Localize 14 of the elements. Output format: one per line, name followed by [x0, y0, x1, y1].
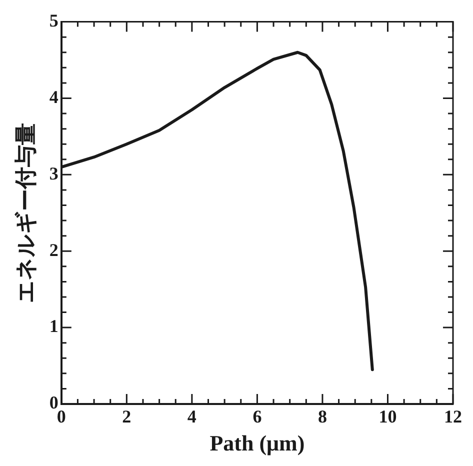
- y-axis-title: エネルギー付与量: [12, 122, 38, 303]
- y-tick-label: 3: [49, 163, 58, 184]
- y-tick-label: 2: [49, 240, 58, 260]
- x-tick-label: 6: [252, 406, 262, 426]
- x-tick-label: 12: [444, 406, 462, 426]
- y-tick-label: 5: [49, 10, 58, 30]
- y-tick-label: 1: [49, 316, 58, 336]
- y-tick-label: 0: [49, 392, 58, 413]
- x-axis-title: Path (μm): [210, 430, 305, 456]
- x-tick-label: 2: [122, 406, 132, 426]
- x-tick-label: 10: [378, 406, 397, 426]
- x-tick-label: 8: [318, 406, 327, 426]
- y-tick-label: 4: [49, 86, 58, 107]
- x-tick-label: 4: [187, 406, 196, 426]
